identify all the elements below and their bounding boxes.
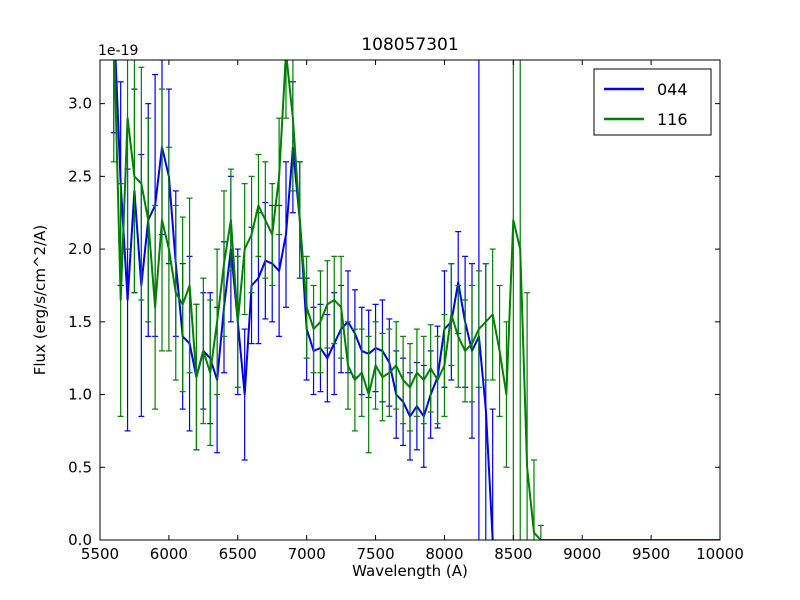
legend-label-series-1: 116 — [657, 110, 688, 129]
x-tick-label: 8000 — [425, 545, 463, 563]
spectrum-line-116 — [113, 60, 720, 540]
y-tick-label: 2.0 — [68, 240, 92, 258]
x-tick-label: 9500 — [632, 545, 670, 563]
y-axis-label: Flux (erg/s/cm^2/A) — [31, 225, 49, 376]
x-tick-label: 6000 — [150, 545, 188, 563]
spectrum-line-044 — [114, 60, 494, 540]
axes-spines — [99, 59, 721, 541]
x-tick-label: 7500 — [356, 545, 394, 563]
x-tick-label: 8500 — [494, 545, 532, 563]
legend: 044 116 — [593, 68, 712, 136]
y-tick-label: 1.5 — [68, 313, 92, 331]
x-tick-label: 7000 — [288, 545, 326, 563]
chart-title: 108057301 — [361, 35, 458, 55]
x-tick-label: 5500 — [81, 545, 119, 563]
x-tick-label: 9000 — [563, 545, 601, 563]
x-axis-label: Wavelength (A) — [352, 562, 468, 580]
y-axis-offset-label: 1e-19 — [98, 43, 138, 59]
x-tick-label: 10000 — [696, 545, 744, 563]
series-116 — [110, 60, 720, 540]
axis-ticks: 5500 6000 6500 7000 7500 8000 8500 9000 9500 1000… — [68, 60, 744, 563]
legend-label-series-0: 044 — [657, 80, 688, 99]
plot-data-area — [110, 60, 720, 540]
y-tick-label: 0.5 — [68, 458, 92, 476]
y-tick-label: 0.0 — [68, 531, 92, 549]
y-tick-label: 2.5 — [68, 167, 92, 185]
y-tick-label: 3.0 — [68, 95, 92, 113]
x-tick-label: 6500 — [219, 545, 257, 563]
y-tick-label: 1.0 — [68, 386, 92, 404]
legend-box — [593, 68, 712, 136]
